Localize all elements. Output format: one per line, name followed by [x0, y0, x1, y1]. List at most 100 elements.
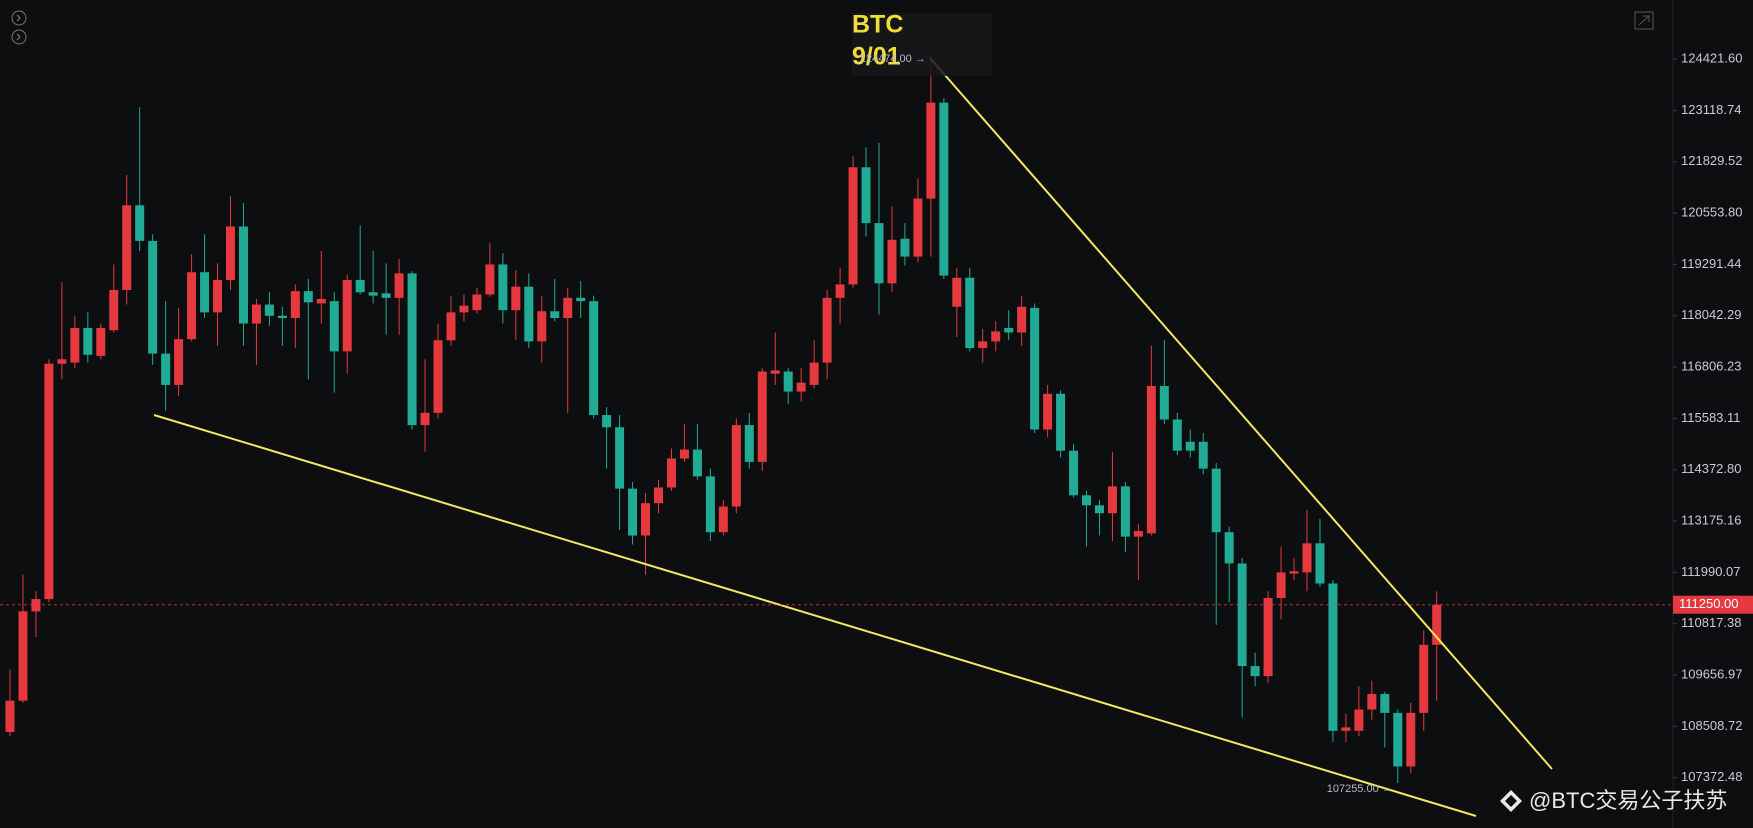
candle-body [225, 226, 235, 281]
candle-body [887, 239, 897, 284]
candle-body [1224, 532, 1234, 564]
candle-body [1302, 543, 1312, 573]
watermark: @BTC交易公子扶苏 [1529, 788, 1727, 813]
last-price-label: 111250.00 [1679, 596, 1739, 611]
candle-body [498, 264, 508, 311]
candle-body [5, 700, 15, 732]
candle-body [70, 328, 80, 363]
expand-icon[interactable] [11, 29, 27, 45]
y-tick-label: 124421.60 [1681, 51, 1742, 66]
y-tick-label: 107372.48 [1681, 769, 1742, 784]
candle-body [1263, 597, 1273, 677]
y-tick-label: 119291.44 [1681, 256, 1742, 271]
y-tick-label: 109656.97 [1681, 666, 1742, 681]
candle-body [563, 297, 573, 319]
candle-body [1393, 712, 1403, 767]
candle-body [1069, 450, 1079, 496]
y-tick-label: 116806.23 [1681, 359, 1742, 374]
candle-body [770, 370, 780, 374]
candle-body [1030, 307, 1040, 430]
candle-body [1419, 644, 1429, 713]
candle-body [965, 277, 975, 349]
watermark-logo [1500, 790, 1522, 812]
trend-line-lower [153, 414, 1477, 817]
chart-title: BTC [852, 11, 903, 39]
candle-body [1211, 468, 1221, 533]
candle-body [135, 205, 145, 241]
candle-body [1094, 505, 1104, 514]
candle-body [1380, 693, 1390, 713]
candle-body [1341, 727, 1351, 731]
candle-body [939, 102, 949, 276]
candle-body [1133, 531, 1143, 537]
candle-body [394, 273, 404, 298]
candle-body [615, 427, 625, 489]
candle-body [485, 264, 495, 295]
fullscreen-icon[interactable] [1634, 11, 1654, 30]
candle-body [1250, 666, 1260, 677]
toolbar-icons [11, 10, 1654, 45]
candle-body [1004, 328, 1014, 333]
candle-body [666, 458, 676, 488]
candle-body [1120, 486, 1130, 537]
candle-body [329, 301, 339, 352]
candle-body [822, 297, 832, 363]
candle-body [96, 328, 106, 356]
candle-body [796, 382, 806, 392]
candle-body [1107, 486, 1117, 514]
candle-body [926, 102, 936, 199]
candle-body [316, 298, 326, 304]
candle-body [381, 293, 391, 298]
last-price-box [1673, 595, 1753, 614]
candle-body [1289, 571, 1299, 574]
candle-body [718, 506, 728, 533]
title-box [852, 13, 992, 76]
candle-body [200, 272, 210, 313]
candle-body [1328, 583, 1338, 731]
expand-icon[interactable] [11, 10, 27, 26]
candle-body [654, 487, 663, 504]
candle-body [109, 289, 119, 331]
candle-body [1276, 572, 1286, 598]
candle-body [641, 503, 651, 536]
candle-body [1432, 604, 1442, 645]
candle-body [783, 371, 793, 392]
candle-body [861, 167, 871, 224]
candle-body [44, 363, 54, 600]
candle-body [576, 297, 586, 302]
candle-body [628, 488, 638, 536]
candle-body [705, 476, 715, 533]
candle-body [342, 280, 352, 352]
candle-body [251, 304, 261, 324]
candle-body [679, 449, 689, 459]
candle-body [459, 305, 469, 313]
candle-body [550, 311, 560, 319]
candle-body [122, 205, 132, 290]
candle-body [187, 272, 197, 340]
candle-body [148, 240, 158, 354]
candle-body [1406, 712, 1416, 767]
y-tick-label: 121829.52 [1681, 153, 1742, 168]
y-tick-label: 108508.72 [1681, 718, 1742, 733]
y-tick-label: 118042.29 [1681, 307, 1742, 322]
y-tick-label: 113175.16 [1681, 512, 1742, 527]
candle-body [1146, 385, 1156, 534]
candle-body [1237, 563, 1247, 667]
chart-subtitle: 9/01 [852, 43, 901, 71]
trend-line-upper [929, 57, 1553, 770]
candle-body [1017, 306, 1027, 333]
candle-body [537, 311, 547, 342]
candle-body [264, 304, 274, 316]
candle-body [57, 359, 67, 364]
candle-body [407, 273, 417, 426]
candle-body [433, 340, 443, 413]
y-tick-label: 115583.11 [1681, 410, 1741, 425]
candle-body [835, 284, 845, 298]
candle-body [757, 371, 767, 462]
candle-body [1367, 693, 1377, 710]
y-tick-label: 114372.80 [1681, 461, 1742, 476]
candle-body [83, 328, 93, 355]
candle-body [18, 611, 28, 701]
